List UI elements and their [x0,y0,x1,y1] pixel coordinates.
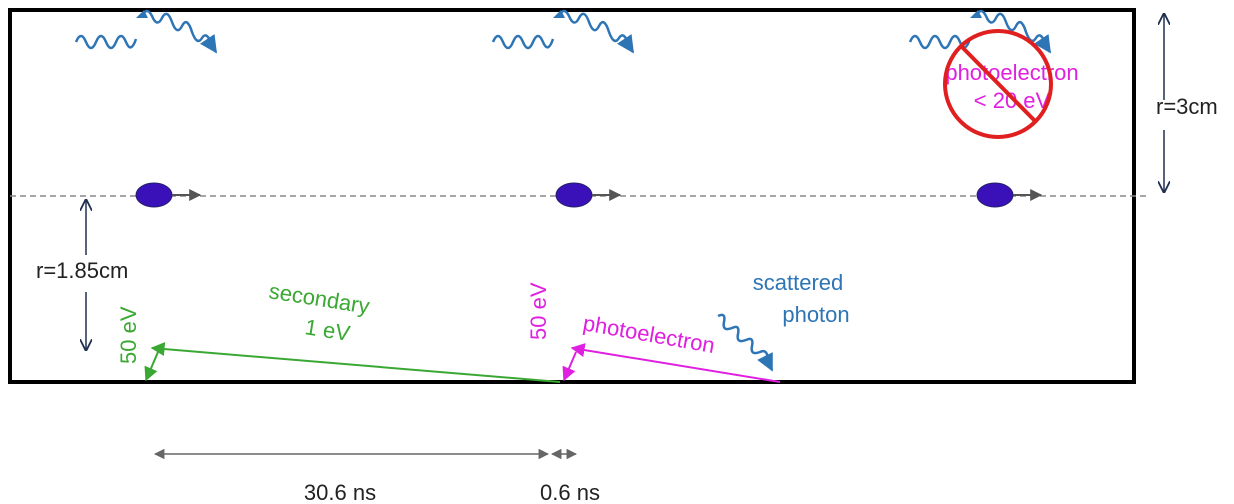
photoelectron-top-label-1: photoelectron [945,60,1078,85]
forbidden-slash [959,44,1038,124]
secondary-label-1: secondary [267,278,371,319]
r-inner-label: r=1.85cm [36,258,128,283]
secondary-electron: 50 eV secondary 1 eV [116,278,561,383]
photon-wave-2 [491,9,635,54]
scattered-photon: scattered photon [717,270,850,372]
photon-wave-3 [908,9,1052,54]
scattered-label-1: scattered [753,270,844,295]
bunch-2 [555,182,622,208]
forbidden-photoelectron: photoelectron < 20 eV [943,29,1079,139]
time-1-label: 30.6 ns [304,480,376,504]
r-outer-label: r=3cm [1156,94,1218,119]
photoelectron-bottom-label: photoelectron [581,310,717,358]
photoelectron-bottom: 50 eV photoelectron [526,282,781,383]
time-2-label: 0.6 ns [540,480,600,504]
bunch-1 [135,182,202,208]
scattered-label-2: photon [782,302,849,327]
secondary-label-2: 1 eV [303,314,352,346]
r-outer-dimension: r=3cm [1156,14,1218,192]
r-inner-dimension: r=1.85cm [36,200,128,350]
bunch-3 [976,182,1043,208]
energy-mid-label: 50 eV [526,282,551,340]
forbidden-circle [943,29,1053,139]
photon-wave-1 [74,9,218,54]
timing-dimension-2: 0.6 ns [540,448,600,504]
timing-dimension-1: 30.6 ns [153,448,550,504]
energy-left-label: 50 eV [116,306,141,364]
